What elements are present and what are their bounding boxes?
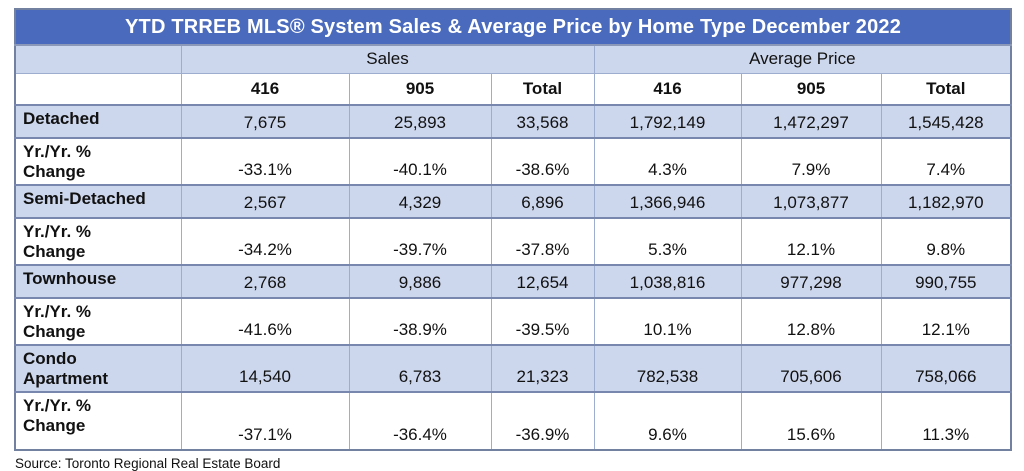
data-cell: 6,783: [348, 344, 492, 393]
data-cell: 11.3%: [880, 391, 1012, 451]
table-row-detached-yoy-change: Yr./Yr. % Change -33.1% -40.1% -38.6% 4.…: [14, 136, 1012, 186]
data-cell: 7,675: [180, 104, 350, 139]
blank-cell: [14, 72, 182, 106]
data-cell: 7.4%: [880, 136, 1012, 186]
data-cell: 782,538: [593, 344, 742, 393]
page-title: YTD TRREB MLS® System Sales & Average Pr…: [14, 8, 1012, 46]
table-row-townhouse: Townhouse 2,768 9,886 12,654 1,038,816 9…: [14, 264, 1012, 299]
row-label: Yr./Yr. % Change: [14, 297, 182, 346]
data-cell: -39.5%: [490, 297, 595, 346]
data-cell: -36.4%: [348, 391, 492, 451]
data-cell: 2,567: [180, 184, 350, 219]
data-cell: 33,568: [490, 104, 595, 139]
row-label: Yr./Yr. % Change: [14, 136, 182, 186]
data-cell: 6,896: [490, 184, 595, 219]
data-cell: -36.9%: [490, 391, 595, 451]
data-cell: -41.6%: [180, 297, 350, 346]
data-cell: -38.6%: [490, 136, 595, 186]
data-cell: -37.8%: [490, 217, 595, 266]
column-header-sales-total: Total: [490, 72, 595, 106]
data-cell: 9.6%: [593, 391, 742, 451]
data-cell: 705,606: [740, 344, 882, 393]
row-label: Condo Apartment: [14, 344, 182, 393]
data-cell: 9.8%: [880, 217, 1012, 266]
data-cell: 12,654: [490, 264, 595, 299]
data-cell: 2,768: [180, 264, 350, 299]
data-cell: 14,540: [180, 344, 350, 393]
data-cell: 4,329: [348, 184, 492, 219]
group-header-average-price: Average Price: [593, 44, 1012, 74]
data-cell: 9,886: [348, 264, 492, 299]
data-cell: -37.1%: [180, 391, 350, 451]
data-cell: 1,472,297: [740, 104, 882, 139]
data-cell: -40.1%: [348, 136, 492, 186]
data-cell: 5.3%: [593, 217, 742, 266]
data-cell: -39.7%: [348, 217, 492, 266]
data-cell: 21,323: [490, 344, 595, 393]
group-header-sales: Sales: [180, 44, 595, 74]
data-cell: -33.1%: [180, 136, 350, 186]
data-cell: -38.9%: [348, 297, 492, 346]
data-cell: 1,182,970: [880, 184, 1012, 219]
data-cell: -34.2%: [180, 217, 350, 266]
data-cell: 1,073,877: [740, 184, 882, 219]
row-label: Semi-Detached: [14, 184, 182, 219]
table-row-townhouse-yoy-change: Yr./Yr. % Change -41.6% -38.9% -39.5% 10…: [14, 297, 1012, 346]
table-row-semi-detached: Semi-Detached 2,567 4,329 6,896 1,366,94…: [14, 184, 1012, 219]
data-cell: 1,545,428: [880, 104, 1012, 139]
column-header-row: 416 905 Total 416 905 Total: [14, 72, 1012, 106]
sales-average-price-table: YTD TRREB MLS® System Sales & Average Pr…: [14, 8, 1013, 452]
table-row-condo-apartment: Condo Apartment 14,540 6,783 21,323 782,…: [14, 344, 1012, 393]
table-row-condo-apartment-yoy-change: Yr./Yr. % Change -37.1% -36.4% -36.9% 9.…: [14, 391, 1012, 451]
data-cell: 12.8%: [740, 297, 882, 346]
column-header-price-905: 905: [740, 72, 882, 106]
data-cell: 758,066: [880, 344, 1012, 393]
column-header-sales-416: 416: [180, 72, 350, 106]
row-label: Yr./Yr. % Change: [14, 217, 182, 266]
row-label: Yr./Yr. % Change: [14, 391, 182, 451]
data-cell: 1,792,149: [593, 104, 742, 139]
column-header-price-total: Total: [880, 72, 1012, 106]
data-cell: 25,893: [348, 104, 492, 139]
data-cell: 7.9%: [740, 136, 882, 186]
column-header-sales-905: 905: [348, 72, 492, 106]
row-label: Detached: [14, 104, 182, 139]
row-label: Townhouse: [14, 264, 182, 299]
data-cell: 4.3%: [593, 136, 742, 186]
data-cell: 10.1%: [593, 297, 742, 346]
table-row-semi-detached-yoy-change: Yr./Yr. % Change -34.2% -39.7% -37.8% 5.…: [14, 217, 1012, 266]
title-bar: YTD TRREB MLS® System Sales & Average Pr…: [14, 8, 1012, 46]
data-cell: 990,755: [880, 264, 1012, 299]
data-cell: 12.1%: [740, 217, 882, 266]
group-header-row: Sales Average Price: [14, 44, 1012, 74]
data-cell: 1,038,816: [593, 264, 742, 299]
corner-blank-cell: [14, 44, 182, 74]
data-cell: 15.6%: [740, 391, 882, 451]
column-header-price-416: 416: [593, 72, 742, 106]
data-cell: 1,366,946: [593, 184, 742, 219]
source-note: Source: Toronto Regional Real Estate Boa…: [15, 456, 281, 471]
data-cell: 977,298: [740, 264, 882, 299]
data-cell: 12.1%: [880, 297, 1012, 346]
table-row-detached: Detached 7,675 25,893 33,568 1,792,149 1…: [14, 104, 1012, 139]
